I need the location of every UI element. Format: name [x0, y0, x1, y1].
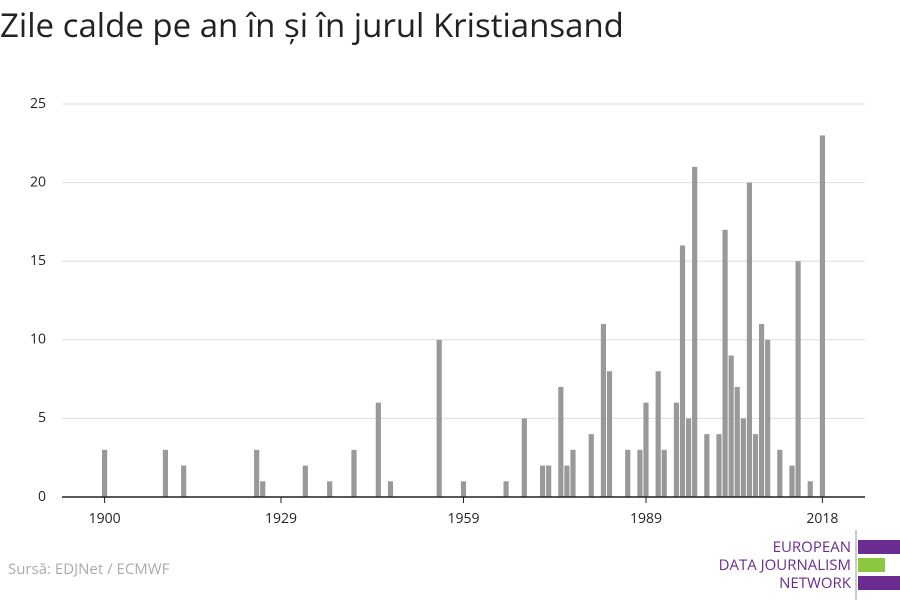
y-tick-label: 5	[38, 408, 46, 427]
bar	[625, 449, 631, 497]
y-tick-label: 10	[30, 330, 46, 349]
y-tick-label: 20	[30, 172, 46, 191]
bar	[673, 402, 680, 497]
bar	[795, 261, 801, 497]
x-tick-label: 2018	[806, 509, 838, 528]
bar	[588, 434, 594, 497]
bar	[777, 449, 783, 497]
bar	[789, 465, 795, 497]
bar	[436, 339, 442, 497]
bar	[685, 418, 692, 497]
bar	[351, 449, 357, 497]
x-tick-label: 1929	[265, 509, 297, 528]
y-tick-label: 15	[30, 251, 46, 270]
logo-bar	[858, 558, 885, 572]
bar	[807, 481, 813, 497]
bar	[570, 449, 576, 497]
bar	[539, 465, 546, 497]
y-tick-label: 0	[38, 487, 46, 506]
bar	[503, 481, 509, 497]
logo-text: EUROPEAN	[773, 537, 851, 557]
bar	[758, 324, 765, 497]
bar	[302, 465, 308, 497]
logo-bar	[858, 540, 900, 554]
y-tick-label: 25	[30, 94, 46, 113]
bar	[655, 371, 661, 497]
bar	[752, 434, 759, 497]
bar	[704, 434, 710, 497]
bar	[716, 434, 722, 497]
bar	[558, 386, 564, 497]
bar	[254, 449, 260, 497]
bar	[521, 418, 527, 497]
bar	[734, 386, 740, 497]
bar	[327, 481, 333, 497]
bar	[643, 402, 649, 497]
bar	[387, 481, 394, 497]
bar	[460, 481, 467, 497]
bar	[162, 449, 169, 497]
source: Sursă: EDJNet / ECMWF	[8, 559, 170, 579]
x-tick-label: 1989	[630, 509, 662, 528]
bar	[765, 339, 771, 497]
bar	[692, 166, 698, 497]
bar	[375, 402, 381, 497]
bar	[564, 465, 570, 497]
bar	[181, 465, 187, 497]
bar	[728, 355, 734, 497]
bar	[819, 135, 826, 497]
x-tick-label: 1959	[447, 509, 479, 528]
bar	[740, 418, 746, 497]
bar	[606, 371, 613, 497]
logo-text: DATA JOURNALISM	[719, 555, 851, 575]
bar	[722, 229, 728, 497]
logo-text: NETWORK	[779, 573, 852, 593]
bar	[101, 449, 108, 497]
chart-title: Zile calde pe an în și în jurul Kristian…	[0, 2, 624, 47]
bar	[746, 182, 753, 497]
bar	[260, 481, 266, 497]
x-tick-label: 1900	[89, 509, 121, 528]
bar	[679, 245, 686, 497]
bar	[637, 449, 643, 497]
logo-bar	[858, 576, 900, 590]
bar	[600, 324, 607, 497]
bar	[546, 465, 552, 497]
bar	[661, 449, 667, 497]
